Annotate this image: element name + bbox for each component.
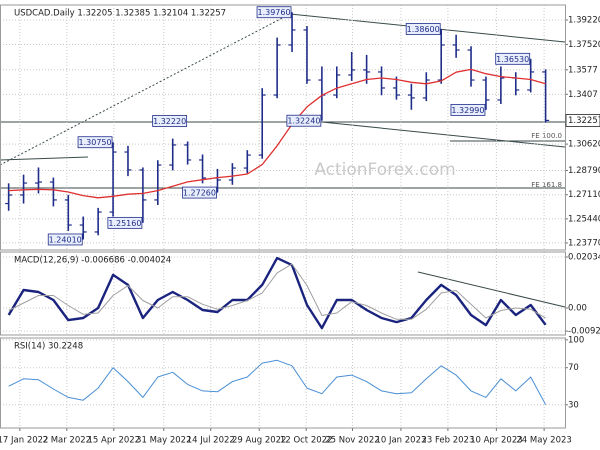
last-price-label: 1.32257: [568, 116, 600, 126]
x-tick-label: 15 Apr 2022: [88, 436, 141, 446]
x-tick-label: 17 Jan 2022: [0, 436, 48, 446]
y-tick-label: -0.009215: [568, 327, 600, 337]
y-tick-label: 1.3577: [568, 65, 598, 75]
x-tick-label: 23 Feb 2023: [421, 436, 474, 446]
trend-line: [0, 13, 291, 166]
annotation-label: 1.24010: [49, 235, 82, 244]
y-tick-label: 30: [568, 400, 579, 410]
y-tick-label: 1.27110: [568, 190, 600, 200]
panel-title: MACD(12,26,9) -0.006686 -0.004024: [14, 256, 171, 266]
panel-frame: [0, 337, 566, 429]
series-line: [8, 263, 546, 320]
annotation-box: [47, 233, 83, 246]
annotation-box: [77, 136, 113, 149]
annotation-label: 1.32990: [451, 106, 484, 115]
annotation-box: [152, 115, 188, 127]
annotation-label: 1.32240: [287, 117, 320, 126]
annotation-box: [107, 216, 143, 229]
x-tick-label: 29 Aug 2022: [232, 436, 286, 446]
x-tick-label: 10 Apr 2023: [470, 436, 523, 446]
level-line: [0, 156, 89, 161]
y-tick-label: 1.23770: [568, 238, 600, 248]
x-tick-label: 24 May 2023: [516, 436, 571, 446]
annotation-label: 1.32220: [153, 117, 186, 126]
annotation-label: 1.39760: [257, 8, 290, 17]
channel-bottom: [321, 121, 566, 148]
panel: 0.020349 0.00 -0.009215 MACD(12,26,9) -0.00…: [0, 251, 600, 337]
y-tick-label: 1.30620: [568, 140, 600, 150]
y-tick-label: 70: [568, 363, 579, 373]
x-tick-label: 14 Jul 2022: [187, 436, 235, 446]
annotation-label: 1.30750: [79, 138, 112, 147]
series-line: [7, 256, 547, 330]
y-tick-label: 1.3407: [568, 90, 598, 100]
y-tick-label: 0.020349: [568, 252, 600, 262]
annotation-label: 1.25160: [108, 219, 141, 228]
x-tick-label: 10 Jan 2023: [375, 436, 426, 446]
x-tick-label: 25 Nov 2022: [325, 436, 379, 446]
annotation-label: 1.36530: [496, 55, 529, 64]
annotation-box: [182, 186, 217, 199]
panel-title: RSI(14) 30.2248: [14, 342, 83, 352]
annotation-box: [256, 6, 292, 19]
annotation-box: [450, 103, 486, 116]
annotation-label: 1.38600: [407, 25, 440, 34]
y-tick-label: 1.28790: [568, 166, 600, 176]
x-tick-label: 2 Mar 2022: [43, 436, 91, 446]
annotation-box: [495, 52, 531, 65]
series-line: [8, 68, 546, 199]
annotation-box: [286, 114, 322, 127]
macd-trend-line: [417, 271, 566, 308]
panel-title: USDCAD.Daily 1.32205 1.32385 1.32104 1.3…: [14, 9, 226, 19]
panel-frame: [0, 4, 566, 251]
y-tick-label: 1.39220: [568, 16, 600, 26]
y-tick-label: 1.25440: [568, 214, 600, 224]
last-price-box: [565, 114, 600, 127]
annotation-box: [405, 23, 441, 35]
fe-label: FE 161.8: [531, 181, 562, 189]
y-tick-label: 1.37520: [568, 40, 600, 50]
series-line: [8, 359, 547, 405]
y-tick-label: 0.00: [568, 304, 587, 314]
panel-frame: [0, 251, 566, 336]
panel: 1.39220 1.37520 1.3577 1.3407 1.30620 1.28790…: [0, 4, 600, 251]
annotation-label: 1.27260: [183, 189, 216, 198]
x-tick-label: 12 Oct 2022: [280, 436, 333, 446]
fe-label: FE 100.0: [531, 132, 562, 140]
x-tick-label: 31 May 2022: [136, 436, 191, 446]
y-tick-label: 100: [568, 335, 584, 345]
